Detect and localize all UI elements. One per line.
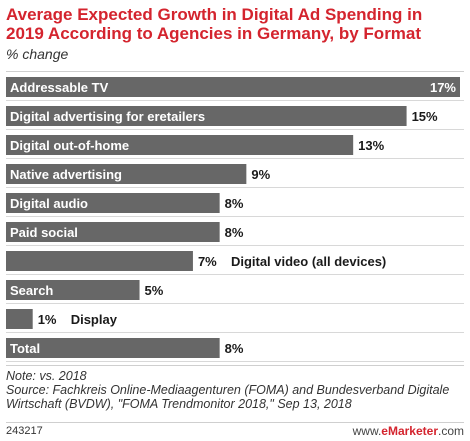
note-text: Note: vs. 2018 bbox=[6, 369, 87, 383]
category-label: Paid social bbox=[10, 225, 78, 240]
bar bbox=[6, 338, 220, 358]
category-label: Search bbox=[10, 283, 53, 298]
bottom-divider bbox=[6, 365, 464, 366]
bar bbox=[6, 106, 407, 126]
chart-id: 243217 bbox=[6, 425, 43, 437]
category-label: Total bbox=[10, 341, 40, 356]
chart-notes: Note: vs. 2018 Source: Fachkreis Online-… bbox=[6, 369, 466, 411]
footer-divider bbox=[6, 422, 464, 423]
value-label: 7% bbox=[198, 254, 217, 269]
chart-subtitle: % change bbox=[6, 46, 69, 62]
value-label: 5% bbox=[145, 283, 164, 298]
value-label: 8% bbox=[225, 341, 244, 356]
brand-suffix: .com bbox=[437, 424, 464, 438]
value-label: 1% bbox=[38, 312, 57, 327]
brand-logo: www.eMarketer.com bbox=[353, 424, 464, 438]
brand-prefix: www. bbox=[352, 424, 382, 438]
chart-title: Average Expected Growth in Digital Ad Sp… bbox=[6, 5, 423, 43]
value-label: 13% bbox=[358, 138, 384, 153]
top-divider bbox=[6, 71, 464, 72]
value-label: 15% bbox=[412, 109, 438, 124]
bar bbox=[6, 280, 140, 300]
bar-chart: Addressable TV 17% Digital advertising for… bbox=[6, 77, 464, 362]
source-text: Source: Fachkreis Online-Mediaagenturen … bbox=[6, 383, 450, 411]
value-label: 17% bbox=[430, 80, 456, 95]
bar bbox=[6, 77, 460, 97]
category-label: Digital out-of-home bbox=[10, 138, 129, 153]
bar bbox=[6, 135, 354, 155]
value-label: 8% bbox=[225, 225, 244, 240]
category-label: Digital advertising for eretailers bbox=[10, 109, 205, 124]
value-label: 8% bbox=[225, 196, 244, 211]
bar bbox=[6, 309, 33, 329]
value-label: 9% bbox=[251, 167, 270, 182]
brand-name: eMarketer bbox=[381, 424, 438, 438]
category-label: Addressable TV bbox=[10, 80, 109, 95]
bar bbox=[6, 193, 220, 213]
category-label: Digital audio bbox=[10, 196, 88, 211]
category-label: Native advertising bbox=[10, 167, 122, 182]
category-label: Display bbox=[71, 312, 118, 327]
bar bbox=[6, 222, 220, 242]
category-label: Digital video (all devices) bbox=[231, 254, 386, 269]
bar bbox=[6, 164, 247, 184]
bar bbox=[6, 251, 193, 271]
